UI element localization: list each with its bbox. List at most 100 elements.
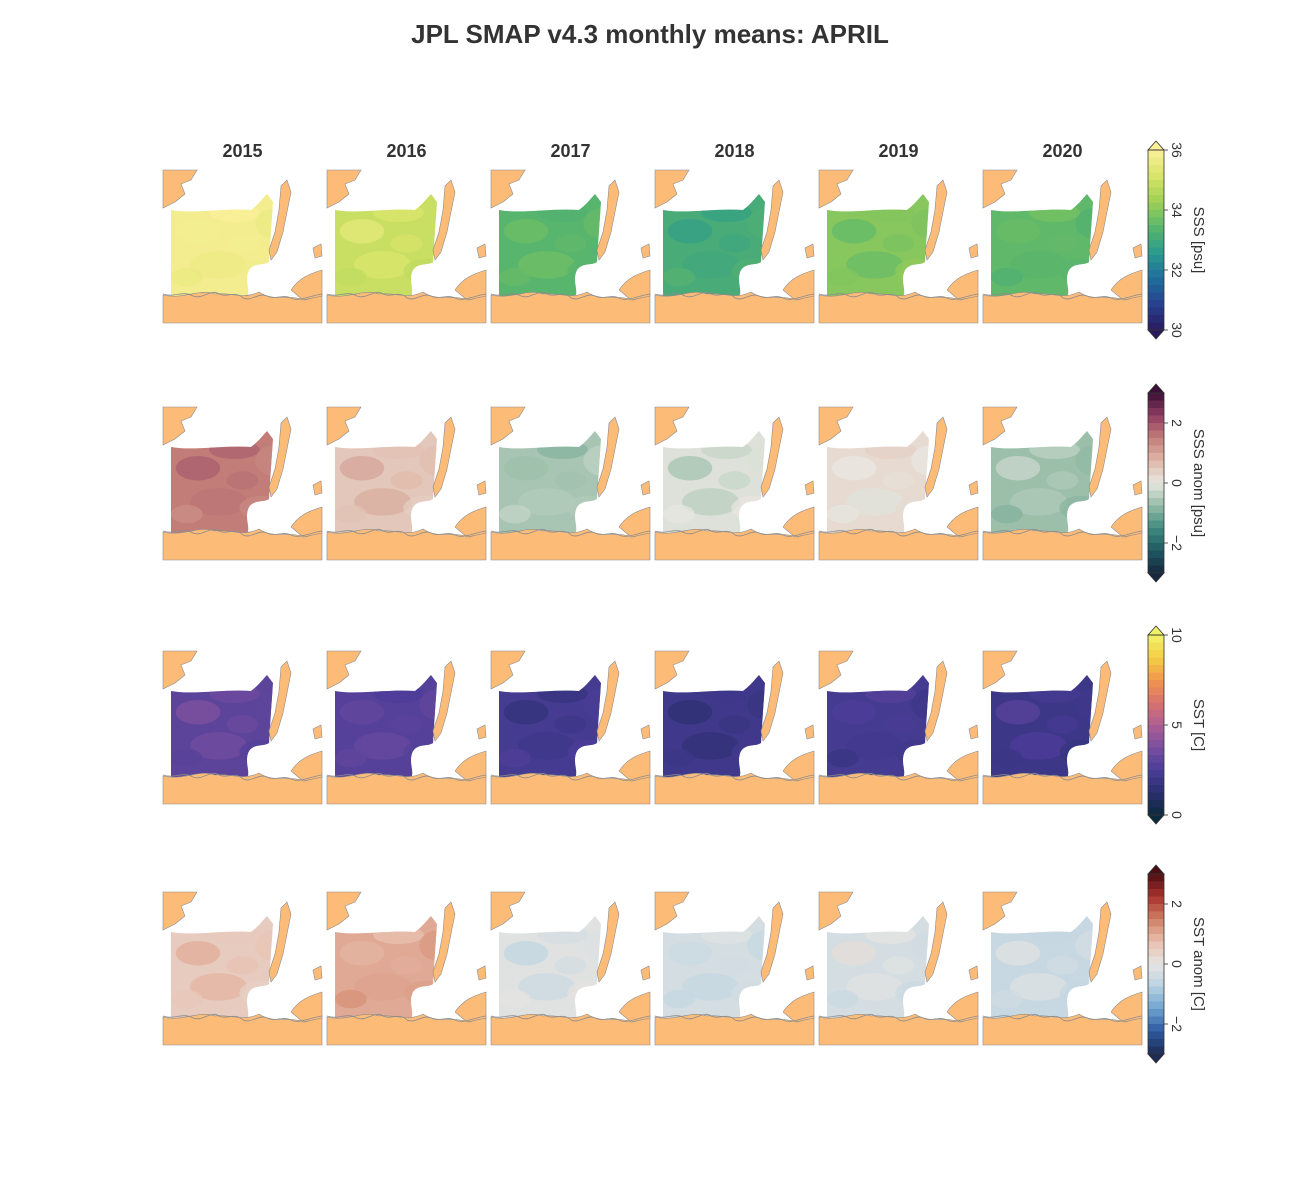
- field-variation: [747, 930, 765, 961]
- colorbar-segment: [1148, 202, 1164, 211]
- colorbar-segment: [1148, 717, 1164, 726]
- colorbar-segment: [1148, 195, 1164, 204]
- field-variation: [503, 699, 549, 725]
- panel-sss-2015: [162, 169, 323, 324]
- field-variation: [827, 989, 859, 1009]
- land-mass: [454, 750, 487, 782]
- colorbar-segment: [1148, 1031, 1164, 1040]
- colorbar-segment: [1148, 558, 1164, 567]
- colorbar-extend-max: [1147, 625, 1165, 636]
- land-mass: [1088, 416, 1112, 498]
- field-variation: [518, 973, 576, 1001]
- land-mass: [818, 891, 854, 931]
- field-variation: [190, 732, 248, 760]
- field-variation: [255, 445, 273, 476]
- field-variation: [171, 267, 203, 287]
- coastline: [162, 291, 323, 300]
- panel-sss-2020: [982, 169, 1143, 324]
- coastline: [326, 1013, 487, 1022]
- field-variation: [583, 689, 601, 720]
- field-variation: [503, 218, 549, 244]
- field-variation: [339, 218, 385, 244]
- field-variation: [831, 699, 877, 725]
- colorbar-segment: [1148, 430, 1164, 439]
- field-variation: [663, 504, 695, 524]
- field-variation: [354, 732, 412, 760]
- land-mass: [326, 891, 362, 931]
- land-mass: [818, 650, 854, 690]
- colorbar-segment: [1148, 225, 1164, 234]
- field-variation: [226, 715, 259, 734]
- colorbar-label: SSS [psu]: [1190, 207, 1207, 274]
- coastline: [162, 1013, 323, 1022]
- colorbar-extend-min: [1147, 1053, 1165, 1064]
- land-mass: [804, 724, 815, 740]
- colorbar-segment: [1148, 941, 1164, 950]
- colorbar-segment: [1148, 994, 1164, 1003]
- field-variation: [882, 234, 915, 253]
- panel-sst-anomaly-2020: [982, 891, 1143, 1046]
- field-variation: [827, 504, 859, 524]
- land-mass: [782, 506, 815, 538]
- field-variation: [682, 488, 740, 516]
- colorbar-segment: [1148, 732, 1164, 741]
- field-variation: [175, 699, 221, 725]
- colorbar-segment: [1148, 896, 1164, 905]
- land-mass: [596, 416, 620, 498]
- panel-sss-2019: [818, 169, 979, 324]
- field-variation: [554, 715, 587, 734]
- land-mass: [946, 506, 979, 538]
- land-mass: [312, 724, 323, 740]
- field-variation: [991, 267, 1023, 287]
- field-variation: [1075, 208, 1093, 239]
- field-variation: [1075, 930, 1093, 961]
- colorbar-segment: [1148, 725, 1164, 734]
- land-mass: [924, 179, 948, 261]
- land-mass: [946, 991, 979, 1023]
- field-variation: [995, 699, 1041, 725]
- field-variation: [554, 471, 587, 490]
- field-variation: [718, 234, 751, 253]
- coastline: [326, 528, 487, 537]
- coastline: [490, 528, 651, 537]
- field-variation: [663, 267, 695, 287]
- land-mass: [818, 169, 854, 209]
- coastline: [982, 291, 1143, 300]
- colorbar-label: SST [C]: [1190, 699, 1207, 751]
- field-variation: [226, 956, 259, 975]
- colorbar-segment: [1148, 1001, 1164, 1010]
- field-variation: [175, 455, 221, 481]
- colorbar-segment: [1148, 520, 1164, 529]
- colorbar-extend-max: [1147, 140, 1165, 151]
- colorbar-segment: [1148, 1016, 1164, 1025]
- land-mass: [290, 506, 323, 538]
- colorbar-segment: [1148, 755, 1164, 764]
- land-mass: [654, 169, 690, 209]
- land-mass: [654, 891, 690, 931]
- colorbar-segment: [1148, 460, 1164, 469]
- field-variation: [846, 251, 904, 279]
- panel-sst-anomaly-2019: [818, 891, 979, 1046]
- field-variation: [682, 973, 740, 1001]
- colorbar-segment: [1148, 792, 1164, 801]
- panel-sst-2017: [490, 650, 651, 805]
- field-variation: [390, 715, 423, 734]
- land-mass: [596, 179, 620, 261]
- field-variation: [354, 488, 412, 516]
- panel-sss-2018: [654, 169, 815, 324]
- colorbar-segment: [1148, 262, 1164, 271]
- colorbar-segment: [1148, 911, 1164, 920]
- land-mass: [760, 179, 784, 261]
- column-header-2020: 2020: [1042, 141, 1082, 161]
- panel-sss-anomaly-2020: [982, 406, 1143, 561]
- colorbar-segment: [1148, 777, 1164, 786]
- land-mass: [968, 724, 979, 740]
- colorbar-tick-label: −2: [1169, 1016, 1185, 1032]
- coastline: [490, 1013, 651, 1022]
- colorbar-tick-label: 30: [1169, 322, 1185, 338]
- colorbar-segment: [1148, 535, 1164, 544]
- colorbar-segment: [1148, 483, 1164, 492]
- land-mass: [476, 480, 487, 496]
- field-variation: [667, 455, 713, 481]
- land-mass: [490, 650, 526, 690]
